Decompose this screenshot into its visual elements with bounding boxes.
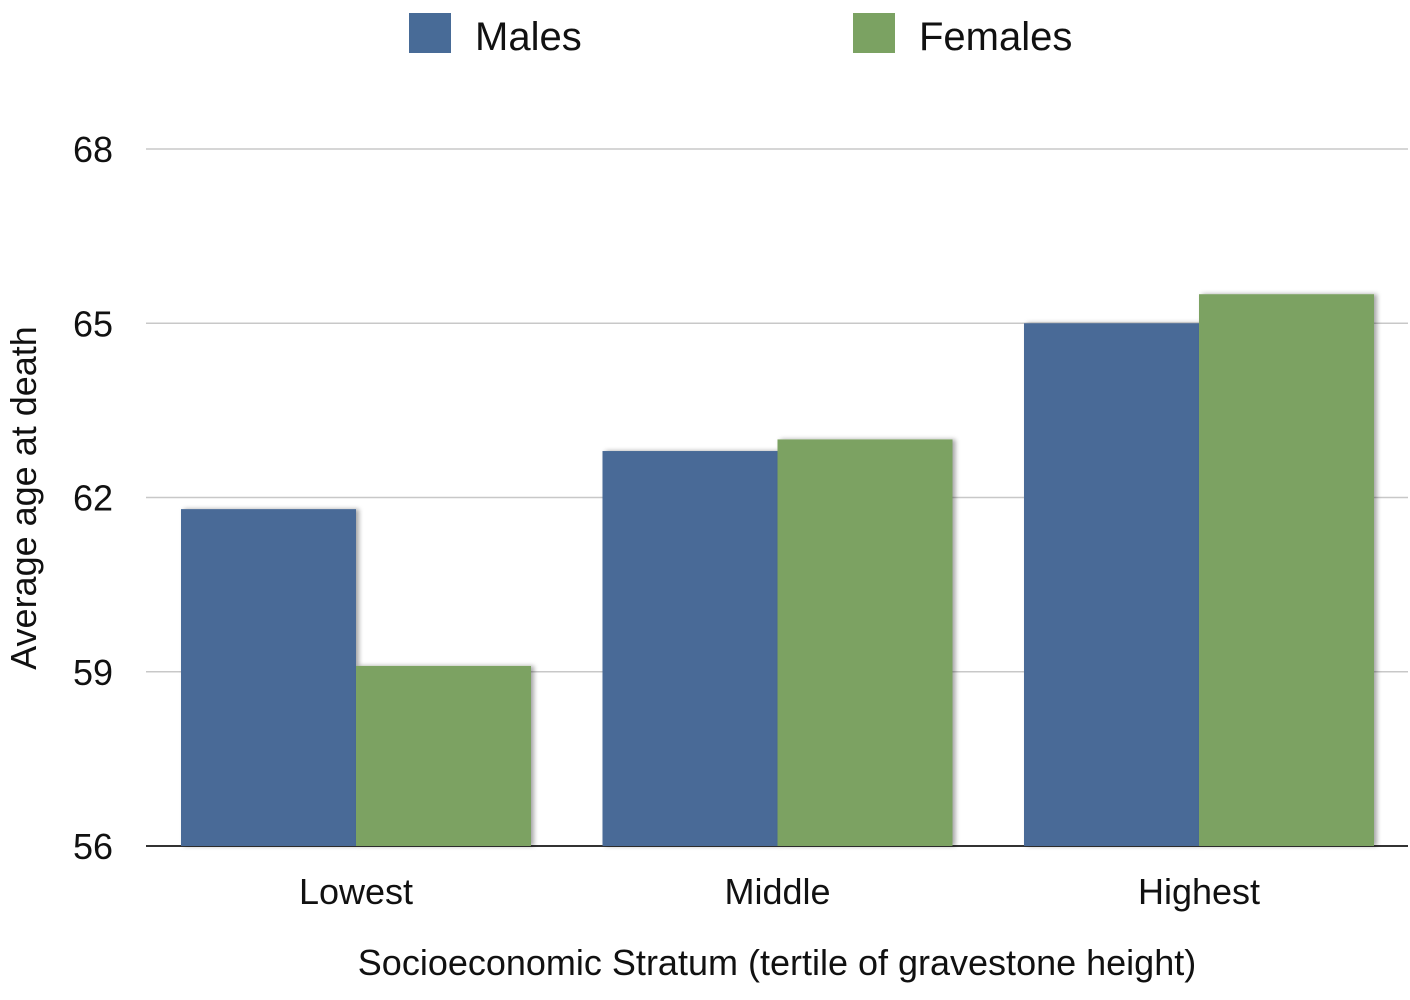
legend-swatch-females [853,13,895,53]
x-axis-categories: Lowest Middle Highest [299,871,1260,912]
bar-females-middle [777,439,953,846]
bar-males-highest [1024,323,1199,846]
bars [181,294,1374,846]
y-axis-ticks: 56 59 62 65 68 [73,129,113,867]
legend-swatch-males [409,13,451,53]
bar-males-middle [602,451,778,846]
x-category-label: Lowest [299,871,413,912]
y-tick-label: 65 [73,303,113,344]
bar-males-lowest [181,509,356,846]
y-tick-label: 68 [73,129,113,170]
legend-label-males: Males [475,15,582,59]
bar-females-highest [1199,294,1374,846]
y-axis-title: Average age at death [3,326,44,670]
legend: Males Females [409,13,1072,59]
y-tick-label: 62 [73,478,113,519]
y-tick-label: 59 [73,652,113,693]
x-category-label: Middle [724,871,830,912]
legend-label-females: Females [919,15,1072,59]
y-tick-label: 56 [73,826,113,867]
bar-females-lowest [356,665,531,846]
x-axis-title: Socioeconomic Stratum (tertile of graves… [358,942,1196,983]
x-category-label: Highest [1138,871,1260,912]
